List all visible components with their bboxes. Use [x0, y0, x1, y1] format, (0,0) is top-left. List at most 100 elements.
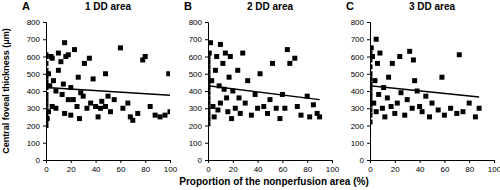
y-tick-mark	[205, 143, 208, 144]
y-tick: 800	[189, 18, 208, 27]
x-tick-mark	[370, 160, 371, 163]
point	[374, 109, 379, 114]
x-axis-line	[47, 161, 171, 164]
x-tick-mark	[258, 160, 259, 163]
y-axis-line	[367, 23, 371, 161]
y-tick: 200	[27, 122, 46, 131]
panel-label: A	[22, 0, 30, 12]
y-tick-mark	[367, 57, 370, 58]
x-tick-mark	[469, 160, 470, 163]
point	[210, 104, 215, 109]
x-tick: 80	[465, 160, 474, 174]
x-tick-label: 100	[164, 165, 178, 174]
y-tick-label: 300	[351, 104, 365, 113]
y-tick-label: 100	[27, 139, 41, 148]
point	[430, 101, 435, 106]
point	[370, 64, 373, 69]
y-tick: 200	[189, 122, 208, 131]
y-tick-label: 500	[27, 70, 41, 79]
y-axis: 0100200300400500600700800	[189, 18, 209, 165]
y-tick-mark	[43, 74, 46, 75]
y-tick: 600	[351, 53, 370, 62]
point	[51, 78, 56, 83]
point	[392, 111, 397, 116]
point	[46, 109, 51, 114]
y-tick-mark	[43, 39, 46, 40]
panel-title: 3 DD area	[409, 1, 456, 12]
point	[375, 61, 380, 66]
x-tick: 0	[368, 160, 373, 174]
y-tick-label: 500	[189, 70, 203, 79]
y-tick: 300	[189, 104, 208, 113]
point	[212, 114, 217, 119]
x-axis-title: Proportion of the nonperfusion area (%)	[179, 176, 368, 187]
y-axis: 0100200300400500600700800	[27, 18, 47, 165]
x-tick: 60	[278, 160, 287, 174]
point	[370, 76, 373, 81]
x-tick-mark	[46, 160, 47, 163]
y-tick-label: 600	[351, 53, 365, 62]
y-axis-line	[43, 23, 47, 161]
y-tick: 200	[351, 122, 370, 131]
x-tick: 40	[92, 160, 101, 174]
panel: 0100200300400500600700800020406080100B2 …	[179, 0, 368, 187]
point	[370, 107, 373, 112]
point	[62, 40, 67, 45]
y-tick-label: 600	[189, 53, 203, 62]
point	[96, 114, 101, 119]
x-tick-label: 20	[67, 165, 76, 174]
y-tick-label: 0	[36, 156, 41, 165]
plot-area	[46, 40, 170, 128]
point	[477, 106, 482, 111]
point	[371, 101, 376, 106]
point	[386, 75, 391, 80]
y-tick: 500	[27, 70, 46, 79]
point	[389, 104, 394, 109]
point	[229, 116, 234, 121]
y-tick: 400	[27, 87, 46, 96]
y-tick: 100	[27, 139, 46, 148]
y-tick-mark	[43, 91, 46, 92]
point	[62, 111, 67, 116]
x-tick-mark	[208, 160, 209, 163]
y-tick-mark	[205, 91, 208, 92]
x-tick-label: 100	[488, 165, 500, 174]
x-tick-label: 0	[44, 165, 49, 174]
point	[261, 104, 266, 109]
point	[208, 106, 211, 111]
point	[103, 71, 108, 76]
y-tick-mark	[205, 74, 208, 75]
point	[46, 102, 49, 107]
y-tick-label: 700	[189, 35, 203, 44]
point	[209, 78, 214, 83]
point	[238, 111, 243, 116]
point	[71, 97, 76, 102]
point	[60, 92, 65, 97]
point	[457, 52, 462, 57]
x-tick-label: 80	[141, 165, 150, 174]
x-axis: 020406080100	[44, 160, 177, 174]
panel-title: 2 DD area	[247, 1, 294, 12]
point	[213, 68, 218, 73]
point	[370, 71, 373, 76]
trend-line	[208, 86, 320, 100]
point	[153, 113, 158, 118]
point	[215, 107, 220, 112]
trend-line	[46, 88, 170, 96]
point	[220, 61, 225, 66]
x-tick: 100	[326, 160, 340, 174]
point	[66, 52, 71, 57]
point	[255, 106, 260, 111]
y-tick-label: 0	[360, 156, 365, 165]
x-tick: 100	[164, 160, 178, 174]
x-tick-mark	[307, 160, 308, 163]
point	[46, 123, 49, 128]
point	[158, 114, 163, 119]
y-tick-mark	[205, 39, 208, 40]
point	[299, 113, 304, 118]
x-tick-label: 60	[440, 165, 449, 174]
y-tick: 300	[27, 104, 46, 113]
point	[208, 101, 211, 106]
y-tick-mark	[43, 22, 46, 23]
point	[295, 104, 300, 109]
